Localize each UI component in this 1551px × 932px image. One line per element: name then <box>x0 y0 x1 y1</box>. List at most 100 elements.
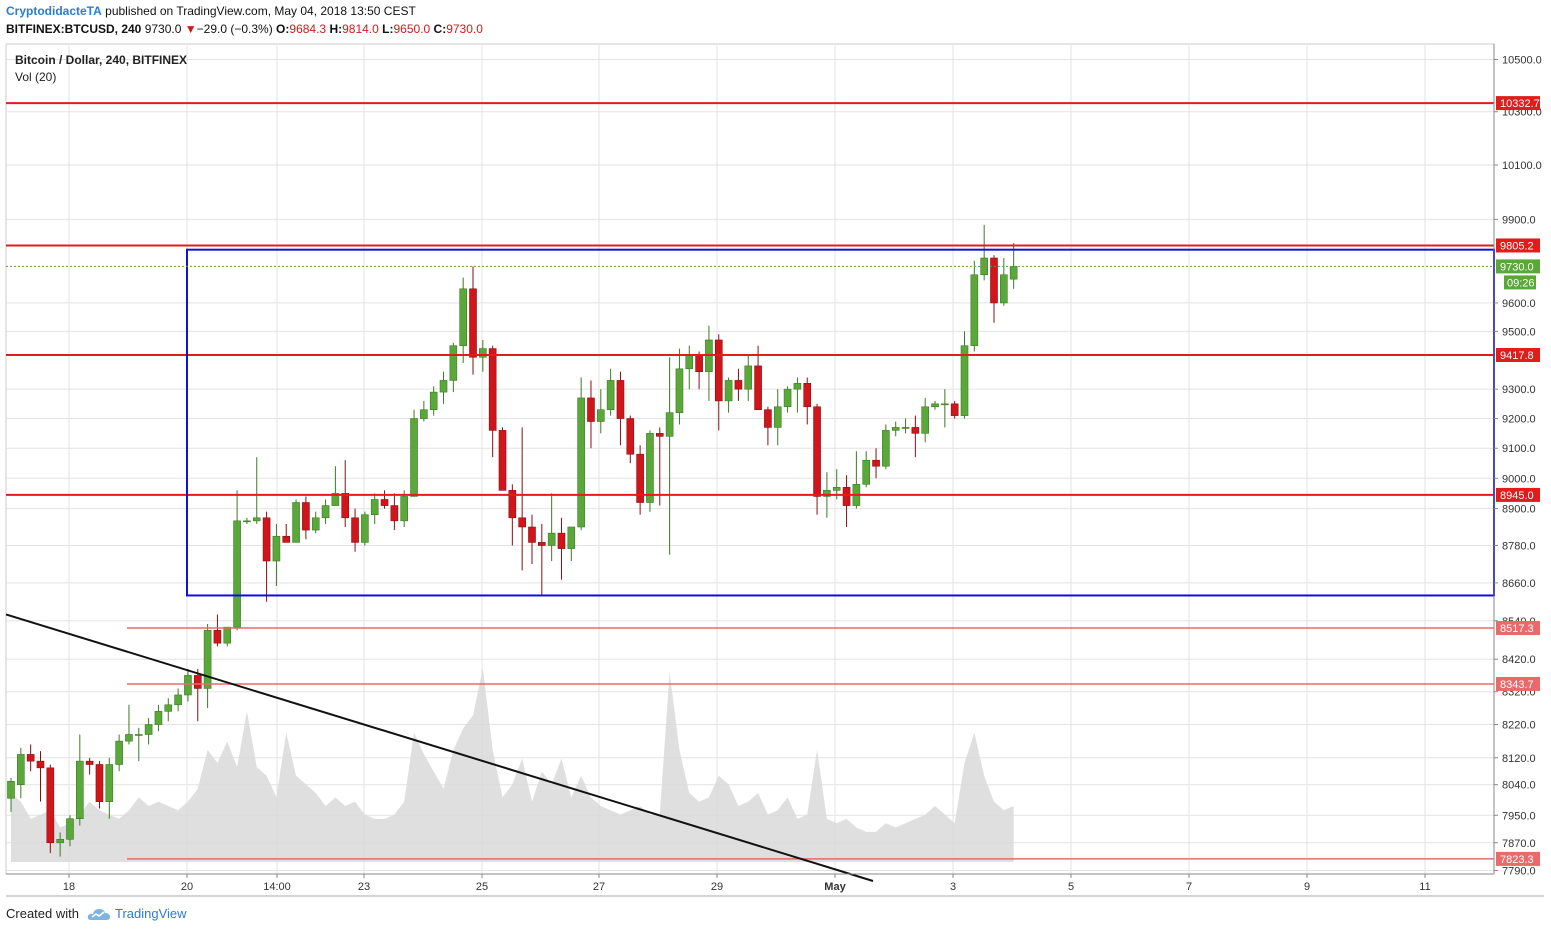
candle <box>311 511 320 534</box>
candle-body <box>538 542 546 546</box>
candle <box>390 493 399 531</box>
candle-body <box>95 764 104 802</box>
candle <box>272 523 281 587</box>
candle <box>744 354 753 401</box>
price-tick-label: 8220.0 <box>1502 720 1536 732</box>
tradingview-link[interactable]: TradingView <box>87 906 187 921</box>
level-price-tag <box>1496 851 1540 866</box>
candle <box>66 815 74 847</box>
candle <box>941 389 949 428</box>
candle-body <box>420 409 428 419</box>
volume-area <box>11 668 1014 862</box>
level-price-text: 8343.7 <box>1500 679 1534 691</box>
candle <box>420 400 428 422</box>
candle-body <box>823 490 831 497</box>
high-value: 9814.0 <box>342 22 379 36</box>
candle <box>636 445 644 515</box>
candle <box>125 704 133 745</box>
level-price-text: 9805.2 <box>1500 240 1534 252</box>
candle-body <box>262 517 271 562</box>
candle <box>950 400 959 419</box>
candle-body <box>941 403 949 406</box>
price-change: −29.0 (−0.3%) <box>196 22 273 36</box>
price-tick-label: 7790.0 <box>1502 866 1536 878</box>
high-label: H: <box>329 22 343 36</box>
candle-body <box>813 406 821 497</box>
candle-body <box>567 526 576 549</box>
candle-body <box>174 694 182 706</box>
candle <box>26 744 35 772</box>
legend-title: Bitcoin / Dollar, 240, BITFINEX <box>15 53 187 67</box>
candle-body <box>193 675 202 689</box>
candle <box>538 523 546 596</box>
candle <box>380 490 389 509</box>
candle-body <box>764 409 772 428</box>
ohlc-bar: BITFINEX:BTCUSD, 240 9730.0 ▼−29.0 (−0.3… <box>6 22 483 36</box>
price-axis[interactable]: 10500.010300.010100.09900.09600.09500.09… <box>1493 44 1542 878</box>
candle <box>764 406 772 446</box>
candle <box>85 757 94 775</box>
volume-series <box>11 668 1014 862</box>
price-tick-label: 8420.0 <box>1502 654 1536 666</box>
candle-body <box>665 412 674 437</box>
candle <box>459 277 467 364</box>
time-tick-label: 20 <box>181 881 193 893</box>
candle-body <box>626 418 635 455</box>
level-price-text: 8945.0 <box>1500 490 1534 502</box>
candle-body <box>203 630 212 689</box>
candle-body <box>577 397 585 528</box>
candle-body <box>105 764 114 802</box>
candle-body <box>714 339 723 402</box>
candle <box>233 490 241 631</box>
candle <box>528 514 536 565</box>
candle-body <box>331 493 340 506</box>
candle-body <box>1000 274 1008 304</box>
price-tick-label: 7870.0 <box>1502 838 1536 850</box>
candle-body <box>695 354 703 373</box>
candle <box>734 368 743 401</box>
candle <box>872 448 880 479</box>
author-link[interactable]: CryptodidacteTA <box>6 4 102 18</box>
candle-body <box>134 734 143 736</box>
candle <box>754 345 762 411</box>
level-price-text: 8517.3 <box>1500 623 1534 635</box>
candle-body <box>616 380 625 419</box>
candle <box>773 389 782 446</box>
candle-body <box>685 354 694 370</box>
candle-body <box>518 517 526 528</box>
publish-text: published on TradingView.com, May 04, 20… <box>105 4 416 18</box>
candle <box>203 623 212 709</box>
candle <box>606 368 615 416</box>
candle-body <box>587 397 595 422</box>
trend-line <box>5 613 874 882</box>
candle-body <box>911 427 920 434</box>
candle <box>351 508 359 552</box>
plot-area[interactable] <box>5 43 1495 875</box>
candle <box>793 377 802 413</box>
candle-body <box>252 517 261 522</box>
symbol-label: BITFINEX:BTCUSD, 240 <box>6 22 142 36</box>
candle-body <box>321 505 330 519</box>
level-price-text: 9417.8 <box>1500 350 1534 362</box>
candle <box>587 380 595 449</box>
candle-body <box>832 487 841 491</box>
footer: Created with TradingView <box>6 906 187 921</box>
time-tick-label: 11 <box>1419 881 1430 893</box>
candle <box>596 389 605 434</box>
candle-body <box>410 418 418 497</box>
candle-body <box>7 781 15 799</box>
candle-body <box>115 740 123 765</box>
candle-body <box>872 459 880 467</box>
candle-body <box>960 345 969 416</box>
candle <box>184 668 192 702</box>
candle-body <box>449 345 458 381</box>
price-tick-label: 8900.0 <box>1502 504 1536 516</box>
candle-body <box>154 711 163 725</box>
price-tick-label: 9200.0 <box>1502 414 1536 426</box>
candle <box>17 747 25 799</box>
price-tick-label: 7950.0 <box>1502 810 1536 822</box>
time-axis[interactable]: 18 20 14:00 23 25 27 29 May 3 5 7 9 11 <box>6 873 1544 897</box>
candle <box>76 734 84 826</box>
candle <box>243 517 251 524</box>
